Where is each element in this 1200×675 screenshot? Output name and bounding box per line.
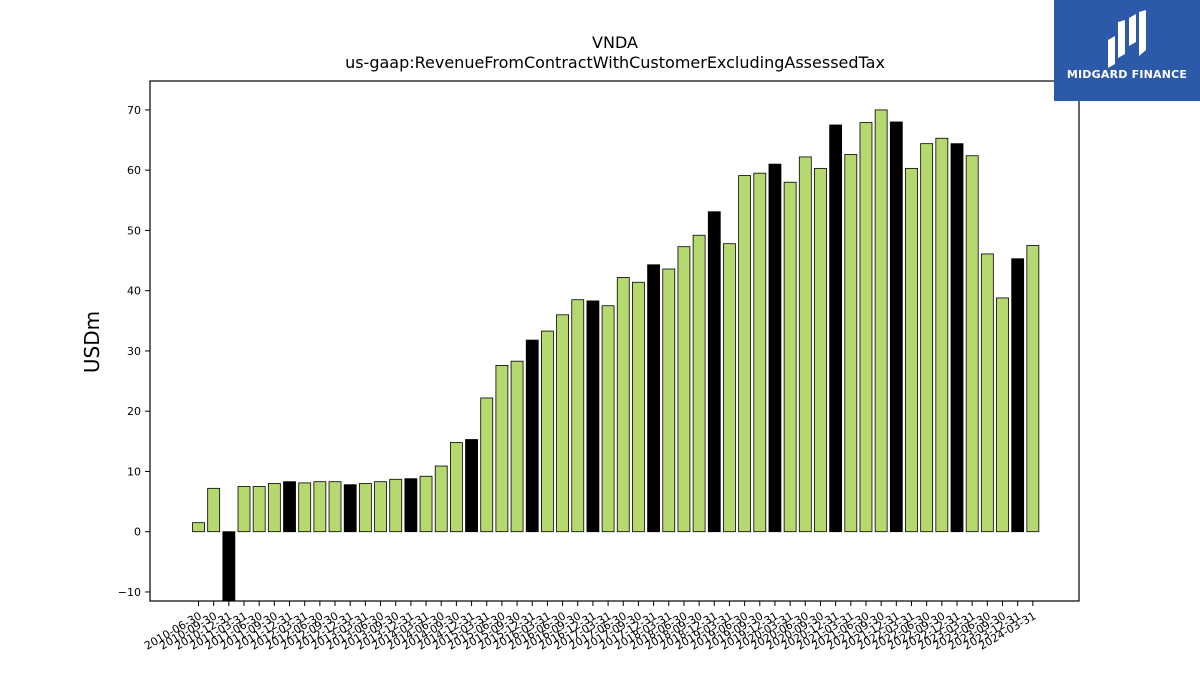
bar-2019-09-30 [753, 172, 767, 533]
bar-2016-06-30 [556, 314, 569, 533]
bar-2022-12-31 [950, 143, 964, 533]
bar-2022-03-31 [905, 167, 918, 533]
bar-2021-03-31 [844, 154, 858, 533]
bar-2012-09-30 [328, 481, 342, 533]
bar-2018-12-31 [707, 211, 721, 533]
bar-2011-09-30 [267, 483, 281, 533]
y-axis-label: USDm [80, 311, 104, 373]
y-tick-label: 50 [127, 224, 141, 237]
y-tick-label: 40 [127, 285, 141, 298]
bar-2014-03-31 [419, 475, 433, 533]
x-axis: 2010-06-302010-09-302010-12-312011-03-31… [142, 601, 1038, 653]
logo-text: MIDGARD FINANCE [1066, 68, 1188, 81]
bar-2023-06-30 [980, 253, 994, 533]
y-tick-label: 20 [127, 405, 141, 418]
bar-2023-12-31 [1011, 258, 1025, 533]
bar-2020-03-31 [783, 181, 797, 533]
bar-2017-12-31 [647, 264, 660, 533]
bar-2020-09-30 [814, 167, 827, 533]
bar-2011-12-31 [283, 481, 296, 533]
bar-2017-06-30 [616, 277, 630, 533]
bar-2010-12-31 [222, 531, 236, 602]
bar-2015-03-31 [480, 397, 494, 533]
bar-2014-06-30 [434, 465, 448, 533]
bar-2021-09-30 [874, 109, 888, 533]
bar-2020-06-30 [798, 156, 812, 533]
bar-2012-06-30 [313, 481, 327, 533]
bar-2013-12-31 [404, 478, 418, 533]
plot-frame [149, 80, 1080, 602]
bar-2017-03-31 [601, 305, 615, 533]
y-tick-label: 10 [127, 465, 141, 478]
bar-2011-06-30 [252, 486, 266, 533]
bar-2013-06-30 [374, 481, 387, 533]
midgard-finance-logo: MIDGARD FINANCE [1054, 0, 1200, 101]
bar-2023-03-31 [965, 155, 979, 533]
bar-2015-12-31 [525, 339, 539, 533]
bar-2018-06-30 [677, 246, 691, 533]
bar-2012-12-31 [343, 484, 357, 533]
bar-2010-09-30 [207, 487, 221, 533]
bar-2023-09-30 [996, 297, 1009, 533]
bar-2014-12-31 [465, 439, 478, 533]
bar-2019-06-30 [738, 175, 752, 533]
y-tick-label: 30 [127, 345, 141, 358]
bar-2014-09-30 [449, 442, 463, 533]
bar-2012-03-31 [298, 482, 312, 533]
bar-2016-12-31 [586, 300, 600, 533]
bar-2021-12-31 [889, 121, 903, 533]
bar-2010-06-30 [192, 522, 205, 533]
bar-2015-09-30 [510, 360, 524, 533]
bar-2017-09-30 [632, 281, 645, 533]
bar-2020-12-31 [829, 124, 843, 533]
bar-2016-03-31 [541, 330, 554, 533]
bar-2011-03-31 [237, 486, 251, 533]
bar-2021-06-30 [859, 122, 873, 533]
bar-series [192, 109, 1040, 602]
y-tick-label: −10 [118, 586, 141, 599]
bar-2019-03-31 [723, 243, 736, 533]
bar-2013-09-30 [389, 478, 403, 533]
chart-title: VNDA [592, 33, 638, 52]
bar-2019-12-31 [768, 163, 782, 533]
y-tick-label: 70 [127, 104, 141, 117]
bar-2024-03-31 [1026, 245, 1040, 533]
bar-2022-09-30 [935, 137, 949, 533]
bar-2015-06-30 [495, 364, 509, 533]
bar-2013-03-31 [358, 483, 372, 533]
logo-mark-icon [1108, 10, 1146, 68]
y-tick-label: 60 [127, 164, 141, 177]
y-axis: −10 0 10 20 30 40 50 60 70 [118, 104, 150, 599]
chart-subtitle: us-gaap:RevenueFromContractWithCustomerE… [345, 53, 885, 72]
y-tick-label: 0 [134, 526, 141, 539]
bar-2018-09-30 [692, 234, 706, 533]
bar-2018-03-31 [662, 268, 676, 533]
bar-2022-06-30 [920, 143, 934, 533]
bar-2016-09-30 [571, 299, 585, 533]
